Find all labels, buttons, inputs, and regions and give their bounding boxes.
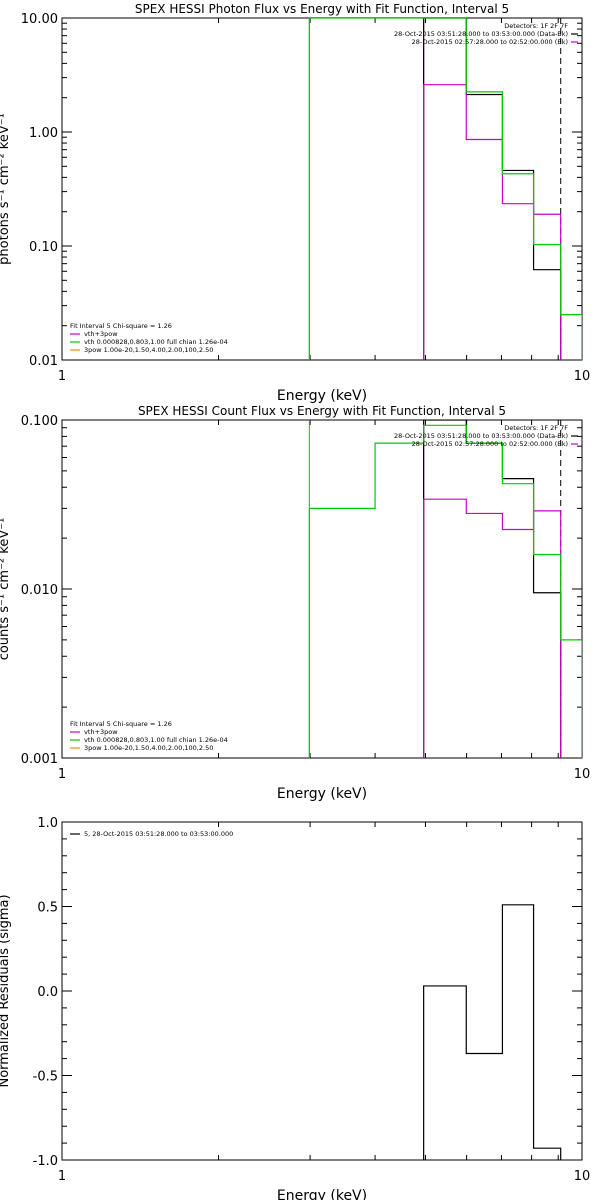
y-tick-label: -1.0 [33,1154,58,1169]
x-tick-label: 10 [574,1169,591,1184]
data-layer [308,420,582,758]
y-tick-label: 0.100 [21,414,58,429]
series-vth-3pow [308,424,582,758]
plot-frame [61,821,583,1161]
legend-right-entry: Detectors: 1F 2F 7F [504,22,568,30]
chart-panel-3: 1 10 Energy (keV) -1.0 -0.5 0.0 0.5 1.0 Normaliz… [0,816,590,1200]
y-tick-label: 0.001 [21,752,58,767]
y-tick-label: 0.01 [29,354,58,369]
x-tick-label: 1 [58,767,66,782]
legend-right-entry: 28-Oct-2015 02:57:28.000 to 02:52:00.000… [412,38,568,46]
legend-right-entry: 28-Oct-2015 03:51:28.000 to 03:53:00.000… [394,30,568,38]
series-residuals [423,904,562,1160]
series-data-bk [423,420,562,758]
y-tick-label: 10.00 [21,12,58,27]
series-data-bk [423,18,562,360]
legend-right-entry: 28-Oct-2015 02:57:28.000 to 02:52:00.000… [412,440,568,448]
plot-frame [61,419,583,759]
legend-left-entry: 5, 28-Oct-2015 03:51:28.000 to 03:53:00.… [84,830,233,838]
y-tick-label: 0.5 [37,901,58,916]
legend-left-entry: vth 0.000828,0.803,1.00 full chian 1.26e… [84,338,228,346]
legend-left-entry: Fit Interval 5 Chi-square = 1.26 [70,720,172,728]
y-tick-label: 0.0 [37,985,58,1000]
y-axis-label: Normalized Residuals (sigma) [0,894,12,1087]
legend-left-entry: 3pow 1.00e-20,1.50,4.00,2.00,100,2.50 [84,744,213,752]
data-layer [308,18,582,360]
chart-title: SPEX HESSI Photon Flux vs Energy with Fi… [135,2,509,16]
y-axis-label: counts s⁻¹ cm⁻² keV⁻¹ [0,518,12,661]
plot-frame [61,17,583,361]
chart-panel-1: SPEX HESSI Photon Flux vs Energy with Fi… [0,2,590,404]
series-vth-3pow [308,18,582,360]
chart-title: SPEX HESSI Count Flux vs Energy with Fit… [138,404,506,418]
chart-panel-2: SPEX HESSI Count Flux vs Energy with Fit… [0,404,590,802]
y-tick-label: 0.010 [21,583,58,598]
x-axis-label: Energy (keV) [277,786,367,802]
y-axis-label: photons s⁻¹ cm⁻² keV⁻¹ [0,113,12,265]
y-tick-label: -0.5 [33,1070,58,1085]
x-axis-label: Energy (keV) [277,388,367,404]
y-tick-label: 0.10 [29,240,58,255]
series-bk [423,498,562,758]
legend-left-entry: vth 0.000828,0.803,1.00 full chian 1.26e… [84,736,228,744]
x-axis-label: Energy (keV) [277,1188,367,1200]
legend-left-entry: Fit Interval 5 Chi-square = 1.26 [70,322,172,330]
legend-left-entry: 3pow 1.00e-20,1.50,4.00,2.00,100,2.50 [84,346,213,354]
x-tick-label: 10 [574,767,591,782]
legend-right-entry: Detectors: 1F 2F 7F [504,424,568,432]
y-tick-label: 1.00 [29,126,58,141]
x-tick-label: 1 [58,369,66,384]
legend-left-entry: vth+3pow [84,728,118,736]
legend-left-entry: vth+3pow [84,330,118,338]
legend-right-entry: 28-Oct-2015 03:51:28.000 to 03:53:00.000… [394,432,568,440]
x-tick-label: 10 [574,369,591,384]
y-tick-label: 1.0 [37,816,58,831]
data-layer [423,904,562,1160]
x-tick-label: 1 [58,1169,66,1184]
series-bk [423,84,562,360]
